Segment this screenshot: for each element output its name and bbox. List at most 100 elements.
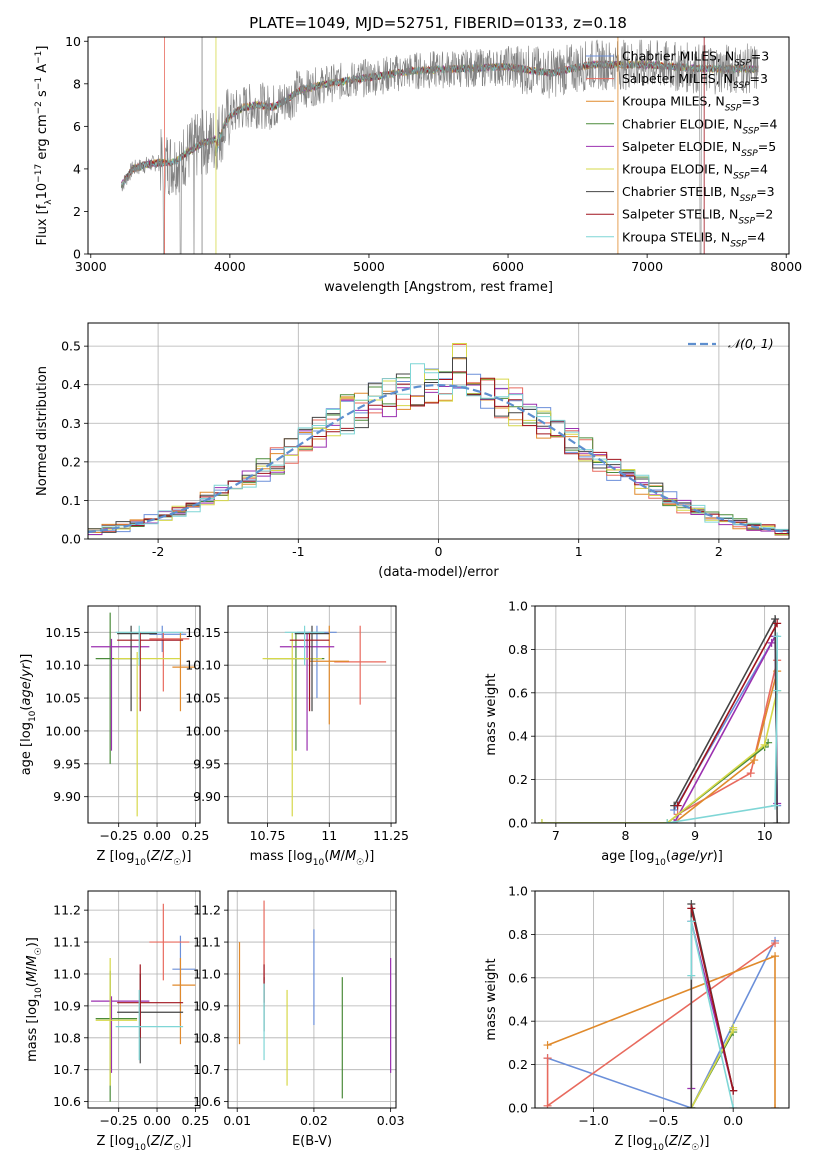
plot-area: [88, 891, 200, 1108]
legend-sub: SSP: [733, 81, 750, 91]
y-axis-label-part: mass weight: [484, 958, 499, 1040]
y-axis-label: mass weight: [484, 673, 499, 755]
legend-sub: SSP: [740, 194, 757, 204]
y-tick-label: 10.15: [185, 625, 221, 640]
weight-line-salpeter-stelib: [690, 908, 734, 1091]
axes-frame: [227, 890, 397, 1109]
y-tick-label: 0.0: [508, 1101, 528, 1116]
x-axis-label-part: Z: [150, 1134, 161, 1149]
x-tick-label: −0.25: [100, 1113, 138, 1128]
x-tick-label: 0.25: [181, 828, 209, 843]
x-axis-label-part: (: [324, 849, 329, 864]
y-tick-label: 10.6: [193, 1094, 221, 1109]
plot-area: [121, 37, 759, 254]
y-axis-label-part: 10: [35, 183, 50, 200]
panel-mass_vs_Z: −0.25 0.00 0.25 10.6 10.7 10.8 10.9 11.0 11.1 11.…: [25, 890, 209, 1153]
weight-line-kroupa-stelib: [667, 636, 779, 823]
y-axis-label-part: 10: [34, 987, 44, 999]
weight-marker-salpeter-miles: [543, 1101, 552, 1108]
y-tick-label: 10.7: [193, 1062, 221, 1077]
weight-marker-kroupa-miles: [771, 952, 780, 961]
x-tick-label: 6000: [492, 259, 524, 274]
weight-marker-salpeter-stelib: [773, 619, 782, 628]
x-tick-label: 3000: [75, 259, 107, 274]
y-tick-label: 0.1: [61, 493, 81, 508]
weight-marker-salpeter-stelib: [729, 1086, 738, 1095]
legend-name: Kroupa MILES, N: [622, 94, 725, 109]
y-tick-label: 9.90: [193, 789, 221, 804]
weight-marker-salpeter-elodie: [767, 638, 776, 647]
y-tick-label: 0.0: [508, 816, 528, 831]
x-axis-label-part: ☉: [356, 858, 364, 868]
x-axis-label-part: yr: [699, 849, 715, 864]
plot-area: [88, 323, 789, 539]
y-tick-label: 0.0: [61, 532, 81, 547]
x-axis-label-part: age [log: [601, 849, 654, 864]
x-tick-label: 0.00: [143, 1113, 171, 1128]
weight-marker-chabrier-stelib: [773, 819, 782, 823]
x-axis-label-part: 10: [134, 1143, 146, 1153]
legend-label: Kroupa MILES, NSSP=3: [622, 94, 760, 114]
x-axis-label-part: E(B-V): [292, 1134, 332, 1149]
x-tick-label: 8: [621, 828, 629, 843]
x-axis-label-part: Z: [668, 1134, 679, 1149]
y-tick-label: 9.90: [53, 789, 81, 804]
x-axis-label-part: Z [log: [615, 1134, 653, 1149]
figure-title: PLATE=1049, MJD=52751, FIBERID=0133, z=0…: [249, 14, 627, 32]
legend-count: =3: [756, 184, 774, 199]
axes-frame: [534, 890, 790, 1109]
x-axis-label-part: M: [329, 849, 340, 864]
y-tick-label: 10.10: [185, 658, 221, 673]
weight-marker-kroupa-stelib: [773, 632, 782, 641]
x-axis-label-part: )]: [699, 1134, 709, 1149]
x-axis-label-part: Z: [163, 849, 174, 864]
x-axis-label: Z [log10(Z/Z☉)]: [97, 849, 192, 868]
weight-marker-chabrier-stelib: [771, 615, 780, 624]
x-tick-label: 10: [757, 828, 773, 843]
axes-frame: [87, 890, 201, 1109]
legend-count: =4: [750, 162, 768, 177]
x-tick-label: 7000: [631, 259, 663, 274]
legend-label: Kroupa ELODIE, NSSP=4: [622, 162, 768, 182]
x-axis-label-part: 10: [652, 1143, 664, 1153]
y-tick-label: 0.2: [61, 454, 81, 469]
x-tick-label: 2: [715, 544, 723, 559]
y-tick-label: 0.2: [508, 1057, 528, 1072]
y-tick-label: 10.8: [193, 1030, 221, 1045]
y-axis-label-part: A: [35, 64, 50, 77]
y-axis-label-part: −1: [34, 77, 44, 90]
legend-label: 𝒩(0, 1): [728, 336, 774, 351]
legend-name: Salpeter ELODIE, N: [622, 139, 741, 154]
weight-line-salpeter-miles: [677, 660, 778, 815]
legend-sub: SSP: [738, 217, 755, 227]
legend-name: Chabrier ELODIE, N: [622, 116, 742, 131]
y-tick-label: 10.9: [53, 998, 81, 1013]
axes-frame: [227, 605, 397, 824]
y-axis-label-part: (: [25, 982, 40, 987]
y-axis-label-part: /: [25, 966, 40, 971]
y-tick-label: 0.4: [61, 377, 81, 392]
y-axis-label-part: −1: [34, 51, 44, 64]
x-axis-label-part: /: [695, 849, 700, 864]
x-tick-label: −1.0: [578, 1113, 608, 1128]
weight-line-kroupa-elodie: [542, 690, 778, 823]
y-tick-label: 10.9: [193, 998, 221, 1013]
y-axis-label-part: mass [log: [25, 999, 40, 1062]
weight-line-salpeter-stelib: [676, 623, 778, 806]
y-tick-label: 1.0: [508, 884, 528, 899]
x-tick-label: 5000: [353, 259, 385, 274]
x-tick-label: 11: [321, 828, 337, 843]
y-tick-label: 10.00: [185, 723, 221, 738]
y-tick-label: 0.5: [61, 339, 81, 354]
y-tick-label: 11.2: [53, 903, 81, 918]
x-axis-label-part: /: [160, 849, 165, 864]
axes-frame: [87, 36, 790, 255]
x-axis-label-part: 10: [313, 858, 325, 868]
x-axis-label-part: (: [146, 849, 151, 864]
y-tick-label: 10.05: [45, 691, 81, 706]
legend-label: Chabrier MILES, NSSP=3: [622, 49, 769, 69]
x-axis-label: Z [log10(Z/Z☉)]: [97, 1134, 192, 1153]
x-tick-label: 0.03: [377, 1113, 405, 1128]
plot-area: [88, 606, 200, 823]
weight-marker-kroupa-miles: [543, 1041, 552, 1050]
